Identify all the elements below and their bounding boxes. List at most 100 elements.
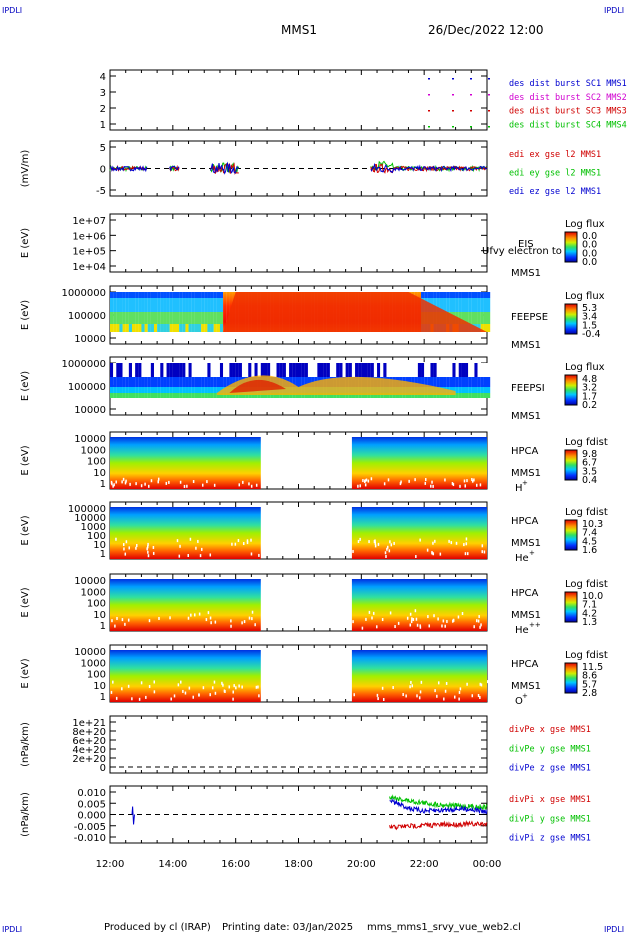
spectrogram-cell xyxy=(175,363,180,377)
spectrogram-cell xyxy=(150,377,155,387)
spectrogram-cell xyxy=(169,363,173,377)
spectrogram-cell xyxy=(122,393,126,398)
spectrogram-cell xyxy=(254,363,258,377)
x-tick-label: 00:00 xyxy=(473,859,502,870)
speckle xyxy=(235,686,237,690)
spectrogram-cell xyxy=(348,393,352,398)
speckle xyxy=(255,483,258,487)
speckle xyxy=(389,540,391,544)
spectrogram-cell xyxy=(116,377,120,387)
spectrogram-cell xyxy=(135,298,139,312)
spectrogram-cell xyxy=(131,387,136,393)
speckle xyxy=(410,620,413,624)
spectrogram-cell xyxy=(207,324,211,332)
legend-entry: divPi z gse MMS1 xyxy=(509,834,591,844)
spectrogram-cell xyxy=(487,298,491,312)
spectrogram-cell xyxy=(298,377,302,387)
spectrogram-cell xyxy=(210,377,214,387)
speckle xyxy=(147,542,149,546)
spectrogram-cell xyxy=(392,363,396,377)
speckle xyxy=(374,541,376,545)
spectrogram-cell xyxy=(204,324,208,332)
spectrogram-cell xyxy=(185,312,189,324)
speckle xyxy=(209,616,212,620)
legend-entry: divPi y gse MMS1 xyxy=(509,814,591,824)
spectrogram-cell xyxy=(201,312,205,324)
speckle xyxy=(157,477,160,481)
spectrogram-cell xyxy=(421,292,425,298)
speckle xyxy=(412,618,415,622)
spectrogram-cell xyxy=(185,393,189,398)
burst-marker xyxy=(452,126,454,128)
y-tick-label: 6e+20 xyxy=(72,736,106,747)
speckle xyxy=(381,686,384,690)
speckle xyxy=(377,542,380,546)
speckle xyxy=(201,547,203,551)
spectrogram-cell xyxy=(160,377,164,387)
spectrogram-cell xyxy=(172,363,177,377)
spectrogram-cell xyxy=(282,393,286,398)
spectrogram-cell xyxy=(201,298,205,312)
speckle xyxy=(148,484,150,488)
instrument-label: HPCA xyxy=(511,588,539,599)
colorbar-title: Log fdist xyxy=(565,437,608,448)
spectrogram-cell xyxy=(125,363,129,377)
spectrogram-cell xyxy=(216,312,221,324)
spectrogram-cell xyxy=(153,298,158,312)
spectrogram-cell xyxy=(279,363,283,377)
instrument-label: MMS1 xyxy=(511,468,541,479)
speckle xyxy=(461,612,464,616)
speckle xyxy=(448,539,450,543)
y-axis-label: (mV/m) xyxy=(20,150,31,188)
instrument-label: MMS1 xyxy=(511,268,541,279)
spectrogram-cell xyxy=(185,377,189,387)
y-tick-label: 10000 xyxy=(74,405,106,416)
speckle xyxy=(399,482,402,486)
spectrogram-cell xyxy=(421,377,425,387)
x-tick-label: 14:00 xyxy=(158,859,187,870)
spectrogram-cell xyxy=(188,292,192,298)
spectrogram-cell xyxy=(380,393,384,398)
divpi-trace xyxy=(389,794,488,811)
spectrogram-cell xyxy=(113,312,117,324)
spectrogram-cell xyxy=(232,377,236,387)
instrument-label: MMS1 xyxy=(511,340,541,351)
spectrogram-cell xyxy=(194,387,199,393)
speckle xyxy=(184,691,187,695)
spectrogram-cell xyxy=(122,377,126,387)
spectrogram-cell xyxy=(477,324,481,332)
speckle xyxy=(123,547,125,551)
colorbar-tick-label: 3.5 xyxy=(582,466,597,477)
colorbar-tick-label: 10.3 xyxy=(582,519,603,530)
spacecraft-title: MMS1 xyxy=(281,23,317,37)
spectrogram-cell xyxy=(179,292,183,298)
speckle xyxy=(157,480,159,484)
spectrogram-cell xyxy=(188,393,192,398)
spectrogram-cell xyxy=(182,312,186,324)
speckle xyxy=(230,619,232,623)
y-tick-label: -5 xyxy=(96,186,106,197)
spectrogram-cell xyxy=(474,387,478,393)
panel-frame-divpe xyxy=(109,715,488,774)
spectrogram-cell xyxy=(320,363,324,377)
spectrogram-cell xyxy=(216,298,221,312)
spectrogram-cell xyxy=(138,377,142,387)
spectrogram-cell xyxy=(333,363,337,377)
spectrogram-cell xyxy=(443,393,447,398)
y-axis-label: (nPa/km) xyxy=(20,722,31,767)
spectrogram-cell xyxy=(119,363,123,377)
spectrogram-cell xyxy=(128,387,133,393)
speckle xyxy=(388,549,391,553)
spectrogram-cell xyxy=(474,298,478,312)
speckle xyxy=(410,680,412,684)
spectrogram-cell xyxy=(219,292,224,298)
spectrogram-cell xyxy=(267,363,271,377)
colorbar-tick-label: 4.2 xyxy=(582,608,597,619)
panels-layer: 4 3 2 1 des dist burst SC1 MMS1 des dist burs… xyxy=(20,69,627,870)
divpi-trace xyxy=(389,797,488,815)
spectrogram-cell xyxy=(157,292,161,298)
colorbar-tick-label: 4.5 xyxy=(582,536,597,547)
spectrogram-cell xyxy=(175,292,180,298)
spectrogram-cell xyxy=(483,298,488,312)
burst-marker xyxy=(452,110,454,112)
